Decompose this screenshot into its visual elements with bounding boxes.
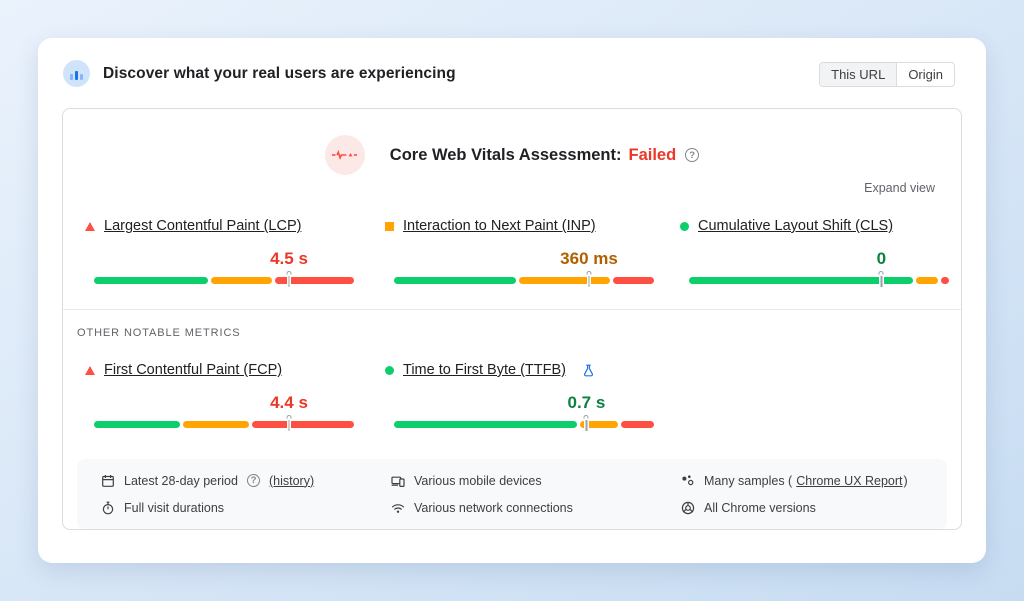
metric-ttfb: Time to First Byte (TTFB) 0.7 s: [385, 361, 654, 431]
metric-inp-value: 360 ms: [560, 249, 618, 268]
fcp-status-icon: [85, 365, 95, 375]
metric-inp-label[interactable]: Interaction to Next Paint (INP): [403, 218, 596, 234]
inp-status-icon: [385, 221, 394, 231]
p75-marker: [286, 415, 292, 431]
assessment-title: Core Web Vitals Assessment: Failed ?: [390, 145, 700, 165]
metric-inp-distribution-bar: [394, 277, 654, 284]
metric-fcp-label[interactable]: First Contentful Paint (FCP): [104, 362, 283, 378]
results-card: Discover what your real users are experi…: [38, 38, 986, 563]
section-divider: [63, 309, 961, 310]
chrome-icon: [681, 501, 695, 515]
metric-cls-label[interactable]: Cumulative Layout Shift (CLS): [698, 218, 894, 234]
metric-cls-distribution-bar: [689, 277, 949, 284]
assessment-status: Failed: [628, 145, 677, 164]
toggle-this-url[interactable]: This URL: [820, 63, 897, 86]
help-icon[interactable]: ?: [685, 148, 700, 162]
p75-marker: [586, 271, 592, 287]
metric-cls-value: 0: [876, 249, 887, 268]
collection-period-row: Latest 28-day period ? (history): [101, 473, 314, 488]
metric-fcp-value: 4.4 s: [270, 393, 308, 412]
metric-fcp: First Contentful Paint (FCP) 4.4 s: [85, 361, 354, 431]
stopwatch-icon: [101, 501, 115, 515]
chrome-ux-report-link[interactable]: Chrome UX Report: [796, 473, 903, 488]
network-row: Various network connections: [391, 500, 573, 515]
scope-toggle: This URL Origin: [819, 62, 955, 87]
calendar-icon: [101, 474, 115, 488]
devices-row: Various mobile devices: [391, 473, 573, 488]
metric-lcp-label[interactable]: Largest Contentful Paint (LCP): [104, 218, 302, 234]
experimental-flask-icon: [582, 364, 595, 377]
p75-marker: [878, 271, 884, 287]
metric-cls: Cumulative Layout Shift (CLS) 0: [680, 217, 949, 287]
assessment-header: Core Web Vitals Assessment: Failed ?: [63, 135, 961, 175]
metric-ttfb-value: 0.7 s: [567, 393, 606, 412]
metric-ttfb-distribution-bar: [394, 421, 654, 428]
expand-view-button[interactable]: Expand view: [864, 181, 935, 195]
card-header: Discover what your real users are experi…: [63, 60, 456, 87]
core-web-vitals-panel: Core Web Vitals Assessment: Failed ? Exp…: [62, 108, 962, 530]
metric-lcp-value: 4.5 s: [270, 249, 308, 268]
p75-marker: [286, 271, 292, 287]
samples-row: Many samples ( Chrome UX Report ): [681, 473, 908, 488]
chrome-versions-row: All Chrome versions: [681, 500, 908, 515]
lcp-status-icon: [85, 221, 95, 231]
devices-icon: [391, 474, 405, 488]
core-web-vitals-icon: [324, 135, 365, 175]
toggle-origin[interactable]: Origin: [896, 63, 954, 86]
metric-ttfb-label[interactable]: Time to First Byte (TTFB): [403, 362, 566, 378]
cls-status-icon: [680, 221, 689, 231]
samples-icon: [681, 474, 695, 488]
metric-lcp-distribution-bar: [94, 277, 354, 284]
other-metrics-heading: OTHER NOTABLE METRICS: [77, 327, 241, 339]
data-source-footer: Latest 28-day period ? (history) Full vi…: [77, 459, 947, 529]
metric-fcp-distribution-bar: [94, 421, 354, 428]
field-data-icon: [63, 60, 90, 87]
visit-durations-row: Full visit durations: [101, 500, 314, 515]
ttfb-status-icon: [385, 365, 394, 375]
metric-inp: Interaction to Next Paint (INP) 360 ms: [385, 217, 654, 287]
metric-lcp: Largest Contentful Paint (LCP) 4.5 s: [85, 217, 354, 287]
section-title: Discover what your real users are experi…: [103, 64, 456, 82]
bar-chart-glyph: [70, 74, 73, 80]
p75-marker: [583, 415, 589, 431]
network-icon: [391, 501, 405, 515]
history-link[interactable]: (history): [268, 473, 315, 488]
help-icon[interactable]: ?: [246, 474, 260, 487]
